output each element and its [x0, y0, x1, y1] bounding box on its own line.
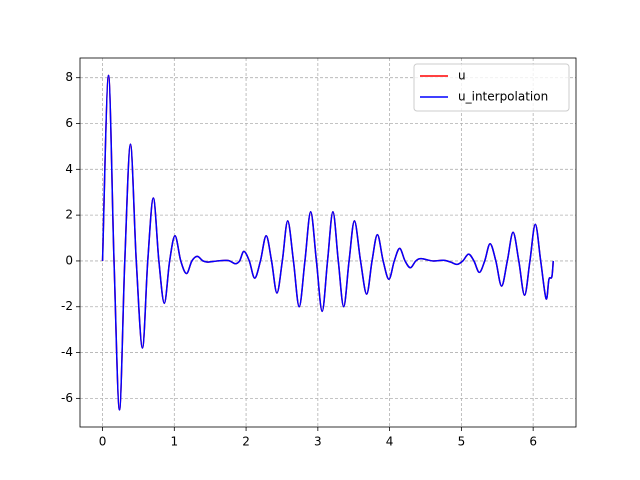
- y-tick-label: 2: [65, 208, 73, 222]
- line: [101, 74, 554, 411]
- y-tick-label: -6: [61, 391, 73, 405]
- x-tick-label: 5: [458, 435, 466, 449]
- x-tick-label: 0: [99, 435, 107, 449]
- x-tick-label: 2: [242, 435, 250, 449]
- y-tick-label: 4: [65, 162, 73, 176]
- plot-frame: [79, 57, 577, 428]
- y-tick-label: -2: [61, 299, 73, 313]
- y-tick-label: -4: [61, 345, 73, 359]
- line: [101, 74, 554, 411]
- x-tick-label: 1: [170, 435, 178, 449]
- x-tick-label: 4: [386, 435, 394, 449]
- x-tick-label: 3: [314, 435, 322, 449]
- legend-box: [413, 63, 570, 112]
- y-tick-label: 6: [65, 116, 73, 130]
- y-tick-label: 0: [65, 253, 73, 267]
- y-tick-label: 8: [65, 70, 73, 84]
- x-tick-label: 6: [529, 435, 537, 449]
- legend-label: u_interpolation: [458, 90, 548, 104]
- legend-label: u: [458, 69, 466, 83]
